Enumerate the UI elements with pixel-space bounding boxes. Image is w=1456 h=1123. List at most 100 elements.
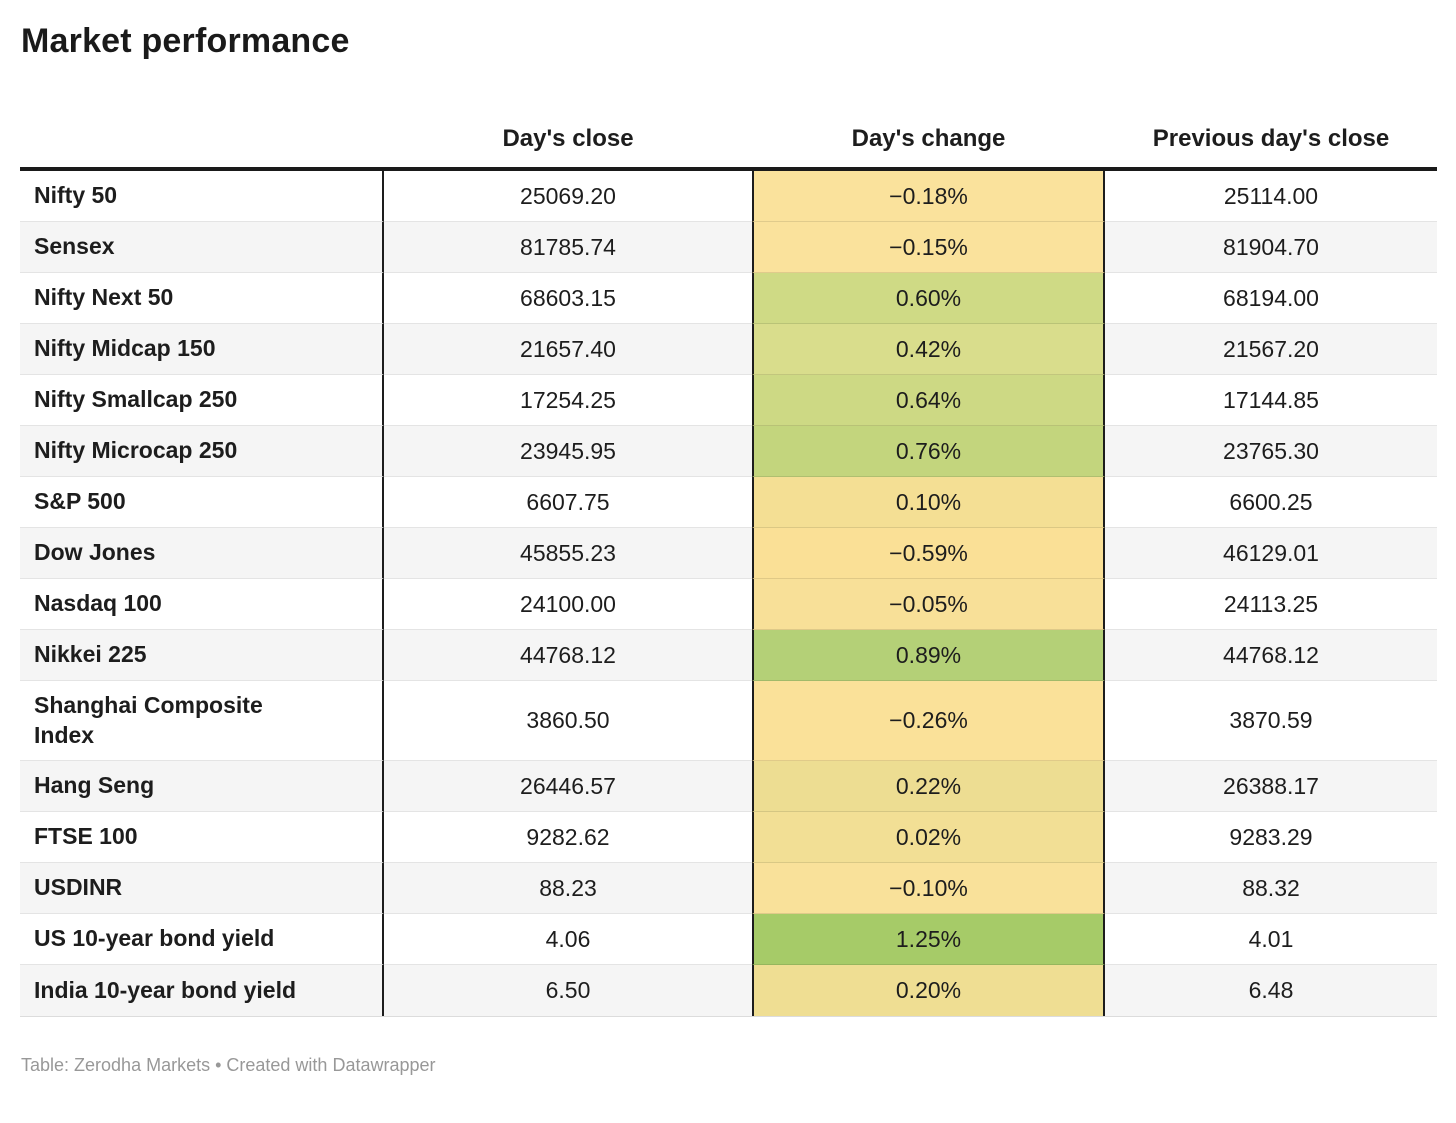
column-header-days-close: Day's close bbox=[502, 125, 634, 152]
row-label: Nifty Next 50 bbox=[34, 284, 174, 311]
previous-days-close-cell: 6.48 bbox=[1105, 965, 1437, 1016]
table-row: S&P 500 6607.75 0.10% 6600.25 bbox=[20, 477, 1437, 528]
row-label-cell: Shanghai Composite Index bbox=[20, 681, 384, 761]
row-label: US 10-year bond yield bbox=[34, 925, 275, 952]
table-row: India 10-year bond yield 6.50 0.20% 6.48 bbox=[20, 965, 1437, 1016]
previous-days-close-cell: 26388.17 bbox=[1105, 761, 1437, 812]
previous-days-close-cell: 68194.00 bbox=[1105, 273, 1437, 324]
days-close-cell: 23945.95 bbox=[384, 426, 752, 477]
row-label-cell: Nikkei 225 bbox=[20, 630, 384, 681]
previous-days-close-cell: 25114.00 bbox=[1105, 171, 1437, 222]
table-row: Hang Seng 26446.57 0.22% 26388.17 bbox=[20, 761, 1437, 812]
table-row: Nikkei 225 44768.12 0.89% 44768.12 bbox=[20, 630, 1437, 681]
row-label-cell: Nifty 50 bbox=[20, 171, 384, 222]
previous-days-close-cell: 17144.85 bbox=[1105, 375, 1437, 426]
column-header-days-change: Day's change bbox=[851, 125, 1006, 152]
row-label-cell: India 10-year bond yield bbox=[20, 965, 384, 1016]
row-label: Shanghai Composite Index bbox=[34, 691, 263, 748]
previous-days-close-cell: 6600.25 bbox=[1105, 477, 1437, 528]
table-row: US 10-year bond yield 4.06 1.25% 4.01 bbox=[20, 914, 1437, 965]
previous-days-close-cell: 23765.30 bbox=[1105, 426, 1437, 477]
row-label-cell: Nifty Midcap 150 bbox=[20, 324, 384, 375]
table-row: USDINR 88.23 −0.10% 88.32 bbox=[20, 863, 1437, 914]
table-row: Nifty Midcap 150 21657.40 0.42% 21567.20 bbox=[20, 324, 1437, 375]
row-label: Nasdaq 100 bbox=[34, 590, 162, 617]
attribution: Table: Zerodha Markets • Created with Da… bbox=[21, 1055, 436, 1075]
row-label-cell: US 10-year bond yield bbox=[20, 914, 384, 965]
days-close-cell: 9282.62 bbox=[384, 812, 752, 863]
previous-days-close-cell: 4.01 bbox=[1105, 914, 1437, 965]
table-header-row: Day's close Day's change Previous day's … bbox=[20, 61, 1437, 167]
days-change-cell: −0.18% bbox=[752, 171, 1105, 222]
table-row: Nasdaq 100 24100.00 −0.05% 24113.25 bbox=[20, 579, 1437, 630]
previous-days-close-cell: 44768.12 bbox=[1105, 630, 1437, 681]
days-close-cell: 26446.57 bbox=[384, 761, 752, 812]
previous-days-close-cell: 21567.20 bbox=[1105, 324, 1437, 375]
days-change-cell: −0.10% bbox=[752, 863, 1105, 914]
previous-days-close-cell: 24113.25 bbox=[1105, 579, 1437, 630]
row-label: Nifty Smallcap 250 bbox=[34, 386, 238, 413]
row-label: India 10-year bond yield bbox=[34, 976, 297, 1003]
row-label-cell: USDINR bbox=[20, 863, 384, 914]
table-row: Nifty 50 25069.20 −0.18% 25114.00 bbox=[20, 171, 1437, 222]
days-close-cell: 81785.74 bbox=[384, 222, 752, 273]
previous-days-close-cell: 3870.59 bbox=[1105, 681, 1437, 761]
days-close-cell: 44768.12 bbox=[384, 630, 752, 681]
days-change-cell: −0.15% bbox=[752, 222, 1105, 273]
days-close-cell: 4.06 bbox=[384, 914, 752, 965]
previous-days-close-cell: 88.32 bbox=[1105, 863, 1437, 914]
row-label: FTSE 100 bbox=[34, 823, 138, 850]
row-label-cell: FTSE 100 bbox=[20, 812, 384, 863]
days-change-cell: 0.20% bbox=[752, 965, 1105, 1016]
row-label: S&P 500 bbox=[34, 488, 126, 515]
row-label: Nifty Midcap 150 bbox=[34, 335, 216, 362]
column-header-labels bbox=[20, 153, 384, 167]
row-label: Hang Seng bbox=[34, 772, 155, 799]
row-label: USDINR bbox=[34, 874, 123, 901]
days-close-cell: 25069.20 bbox=[384, 171, 752, 222]
row-label-cell: Sensex bbox=[20, 222, 384, 273]
days-change-cell: 0.89% bbox=[752, 630, 1105, 681]
days-close-cell: 21657.40 bbox=[384, 324, 752, 375]
days-change-cell: 1.25% bbox=[752, 914, 1105, 965]
previous-days-close-cell: 46129.01 bbox=[1105, 528, 1437, 579]
row-label-cell: Dow Jones bbox=[20, 528, 384, 579]
table-row: Nifty Smallcap 250 17254.25 0.64% 17144.… bbox=[20, 375, 1437, 426]
previous-days-close-cell: 81904.70 bbox=[1105, 222, 1437, 273]
days-close-cell: 6607.75 bbox=[384, 477, 752, 528]
row-label-cell: Nasdaq 100 bbox=[20, 579, 384, 630]
row-label: Nifty Microcap 250 bbox=[34, 437, 238, 464]
days-close-cell: 24100.00 bbox=[384, 579, 752, 630]
row-label: Sensex bbox=[34, 233, 115, 260]
row-label-cell: Hang Seng bbox=[20, 761, 384, 812]
days-change-cell: 0.60% bbox=[752, 273, 1105, 324]
table-row: Sensex 81785.74 −0.15% 81904.70 bbox=[20, 222, 1437, 273]
row-label: Nikkei 225 bbox=[34, 641, 147, 668]
table-row: Shanghai Composite Index 3860.50 −0.26% … bbox=[20, 681, 1437, 761]
days-close-cell: 68603.15 bbox=[384, 273, 752, 324]
row-label: Dow Jones bbox=[34, 539, 156, 566]
days-change-cell: −0.26% bbox=[752, 681, 1105, 761]
days-close-cell: 3860.50 bbox=[384, 681, 752, 761]
days-change-cell: 0.22% bbox=[752, 761, 1105, 812]
days-close-cell: 6.50 bbox=[384, 965, 752, 1016]
days-close-cell: 45855.23 bbox=[384, 528, 752, 579]
previous-days-close-cell: 9283.29 bbox=[1105, 812, 1437, 863]
days-change-cell: 0.10% bbox=[752, 477, 1105, 528]
row-label-cell: Nifty Next 50 bbox=[20, 273, 384, 324]
days-change-cell: 0.02% bbox=[752, 812, 1105, 863]
days-change-cell: 0.64% bbox=[752, 375, 1105, 426]
days-close-cell: 17254.25 bbox=[384, 375, 752, 426]
days-change-cell: −0.05% bbox=[752, 579, 1105, 630]
market-performance-table: Nifty 50 25069.20 −0.18% 25114.00 Sensex… bbox=[20, 167, 1437, 1017]
table-row: Nifty Next 50 68603.15 0.60% 68194.00 bbox=[20, 273, 1437, 324]
page-title: Market performance bbox=[21, 22, 350, 60]
row-label: Nifty 50 bbox=[34, 182, 118, 209]
days-change-cell: −0.59% bbox=[752, 528, 1105, 579]
days-change-cell: 0.42% bbox=[752, 324, 1105, 375]
row-label-cell: Nifty Microcap 250 bbox=[20, 426, 384, 477]
table-row: Nifty Microcap 250 23945.95 0.76% 23765.… bbox=[20, 426, 1437, 477]
row-label-cell: S&P 500 bbox=[20, 477, 384, 528]
table-row: Dow Jones 45855.23 −0.59% 46129.01 bbox=[20, 528, 1437, 579]
column-header-previous-days-close: Previous day's close bbox=[1152, 125, 1390, 152]
